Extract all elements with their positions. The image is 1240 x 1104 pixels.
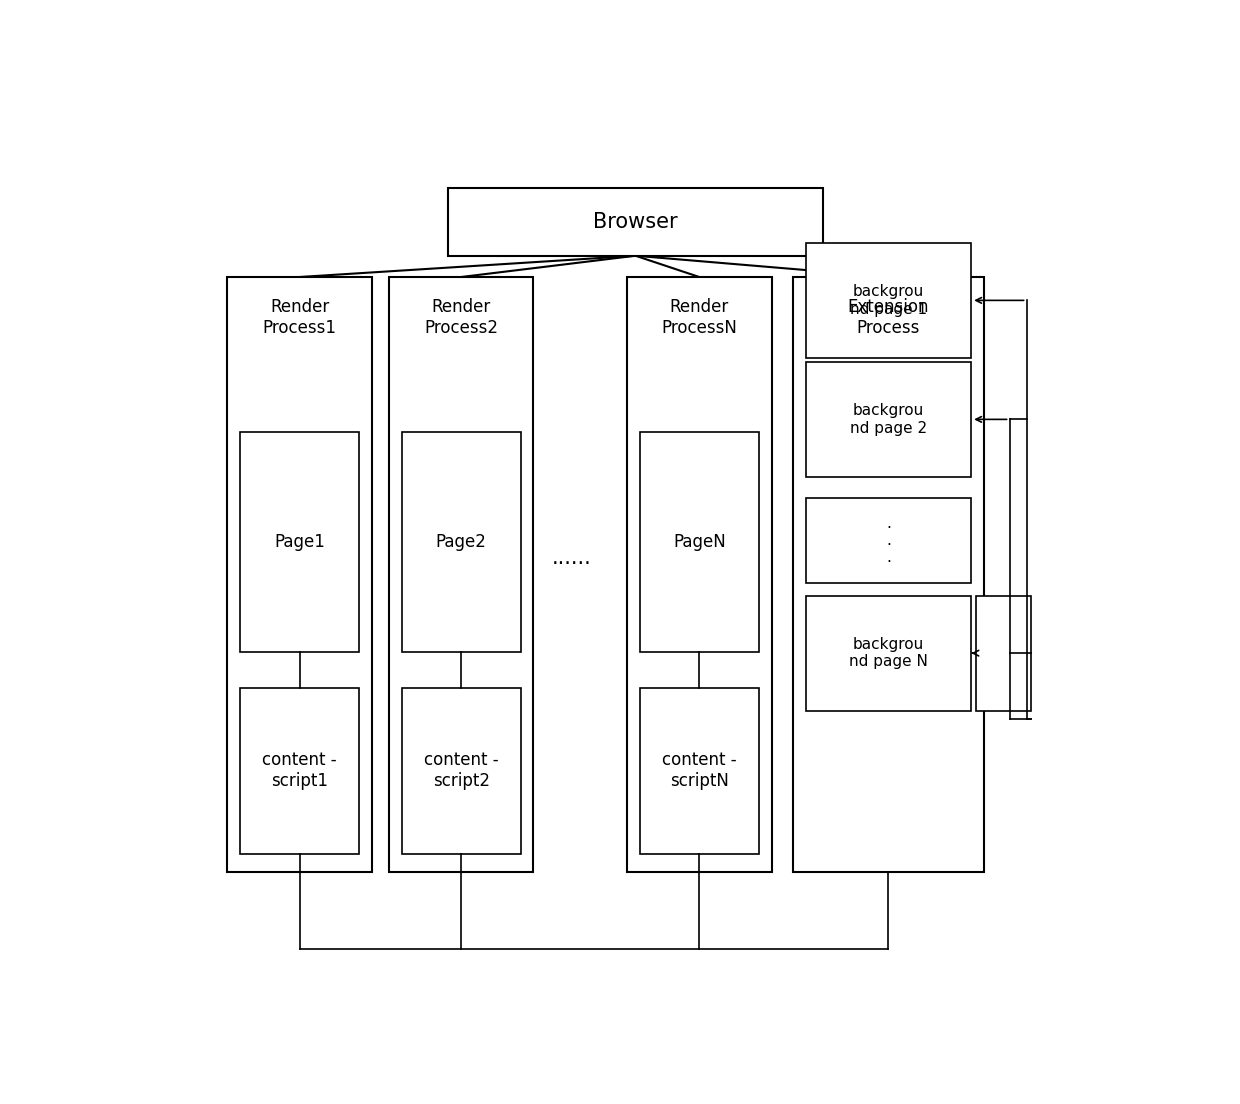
Text: Render
Process1: Render Process1 xyxy=(263,298,337,337)
Bar xyxy=(792,277,985,872)
Text: Render
Process2: Render Process2 xyxy=(424,298,498,337)
Text: backgrou
nd page N: backgrou nd page N xyxy=(849,637,928,669)
Text: Render
ProcessN: Render ProcessN xyxy=(661,298,738,337)
Bar xyxy=(627,277,771,872)
Text: backgrou
nd page 2: backgrou nd page 2 xyxy=(849,403,928,436)
Bar xyxy=(806,362,971,477)
Bar xyxy=(806,243,971,358)
Bar xyxy=(389,277,533,872)
Bar xyxy=(449,188,822,256)
Text: content -
script2: content - script2 xyxy=(424,752,498,790)
Bar xyxy=(402,688,521,854)
Bar xyxy=(227,277,372,872)
Bar xyxy=(402,432,521,651)
Text: backgrou
nd page 1: backgrou nd page 1 xyxy=(849,284,928,317)
Bar xyxy=(640,688,759,854)
Text: Page1: Page1 xyxy=(274,533,325,551)
Bar xyxy=(976,596,1030,711)
Text: Extension
Process: Extension Process xyxy=(848,298,929,337)
Bar xyxy=(806,498,971,583)
Text: content -
script1: content - script1 xyxy=(263,752,337,790)
Text: Page2: Page2 xyxy=(435,533,486,551)
Text: content -
scriptN: content - scriptN xyxy=(662,752,737,790)
Text: PageN: PageN xyxy=(673,533,725,551)
Text: .
.
.: . . . xyxy=(885,516,890,565)
Bar xyxy=(241,688,360,854)
Bar xyxy=(241,432,360,651)
Text: Browser: Browser xyxy=(593,212,678,232)
Bar xyxy=(806,596,971,711)
Bar xyxy=(640,432,759,651)
Text: ......: ...... xyxy=(552,548,591,567)
